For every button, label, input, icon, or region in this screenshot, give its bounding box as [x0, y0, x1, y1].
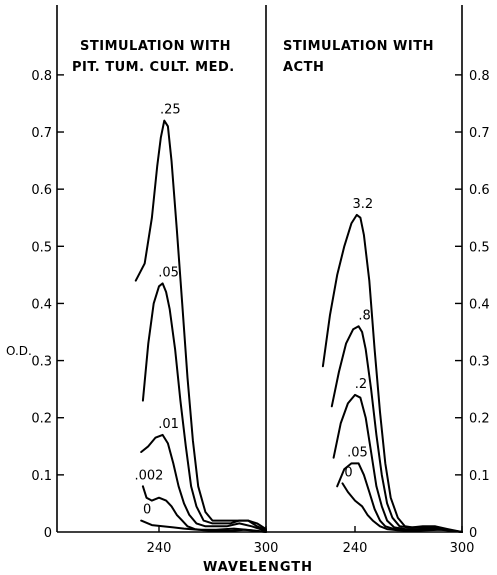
- curve-label: 3.2: [352, 197, 373, 212]
- curve-label: .8: [358, 308, 370, 323]
- y-tick-label: 0.6: [469, 183, 490, 198]
- y-tick-label: 0.3: [469, 355, 490, 370]
- curve-label: .002: [134, 468, 163, 483]
- curve-label: .2: [355, 377, 367, 392]
- curve-p05: [141, 282, 267, 532]
- curve-label: .25: [160, 103, 181, 118]
- y-tick-label: 0.7: [31, 126, 52, 141]
- y-tick-label: 0.5: [469, 240, 490, 255]
- y-tick-label: 0.4: [469, 297, 490, 312]
- curve-label: .05: [347, 445, 368, 460]
- y-tick-label: 0.2: [31, 412, 52, 427]
- curve-0: [341, 482, 463, 533]
- y-tick-label: 0.7: [469, 126, 490, 141]
- y-tick-label: 0.8: [31, 69, 52, 84]
- curves-layer: [134, 119, 463, 533]
- curve-label-layer: .25 .05 .01 .002 0 3.2 .8 .2 .05 0: [134, 103, 373, 518]
- curve-0: [140, 519, 267, 533]
- x-axis-label: WAVELENGTH: [203, 560, 313, 575]
- left-title-line2: PIT. TUM. CULT. MED.: [72, 60, 235, 75]
- x-tick-label: 300: [450, 541, 475, 556]
- y-tick-label: 0.6: [31, 183, 52, 198]
- curve-label: 0: [143, 503, 151, 518]
- right-title-line2: ACTH: [283, 60, 324, 75]
- y-tick-label: 0.5: [31, 240, 52, 255]
- left-panel: [56, 5, 266, 533]
- y-tick-label: 0.3: [31, 355, 52, 370]
- y-tick-label: 0.1: [469, 469, 490, 484]
- curve-p05: [336, 462, 463, 533]
- x-tick-label: 240: [147, 541, 172, 556]
- y-tick-label: 0: [469, 526, 477, 541]
- y-tick-label: 0.8: [469, 69, 490, 84]
- curve-p01: [140, 433, 267, 532]
- x-tick-label: 300: [254, 541, 279, 556]
- curve-label: .05: [158, 265, 179, 280]
- curve-p002: [141, 485, 267, 533]
- curve-p8: [330, 325, 463, 533]
- x-tick-label: 240: [343, 541, 368, 556]
- right-panel: [265, 5, 463, 533]
- y-tick-label: 0.4: [31, 297, 52, 312]
- y-tick-label: 0: [44, 526, 52, 541]
- curve-label: 0: [344, 465, 352, 480]
- right-title-line1: STIMULATION WITH: [283, 39, 434, 54]
- y-axis-label: O.D.: [6, 344, 32, 358]
- curve-label: .01: [158, 417, 179, 432]
- left-title-line1: STIMULATION WITH: [80, 39, 231, 54]
- y-tick-label: 0.2: [469, 412, 490, 427]
- y-tick-label: 0.1: [31, 469, 52, 484]
